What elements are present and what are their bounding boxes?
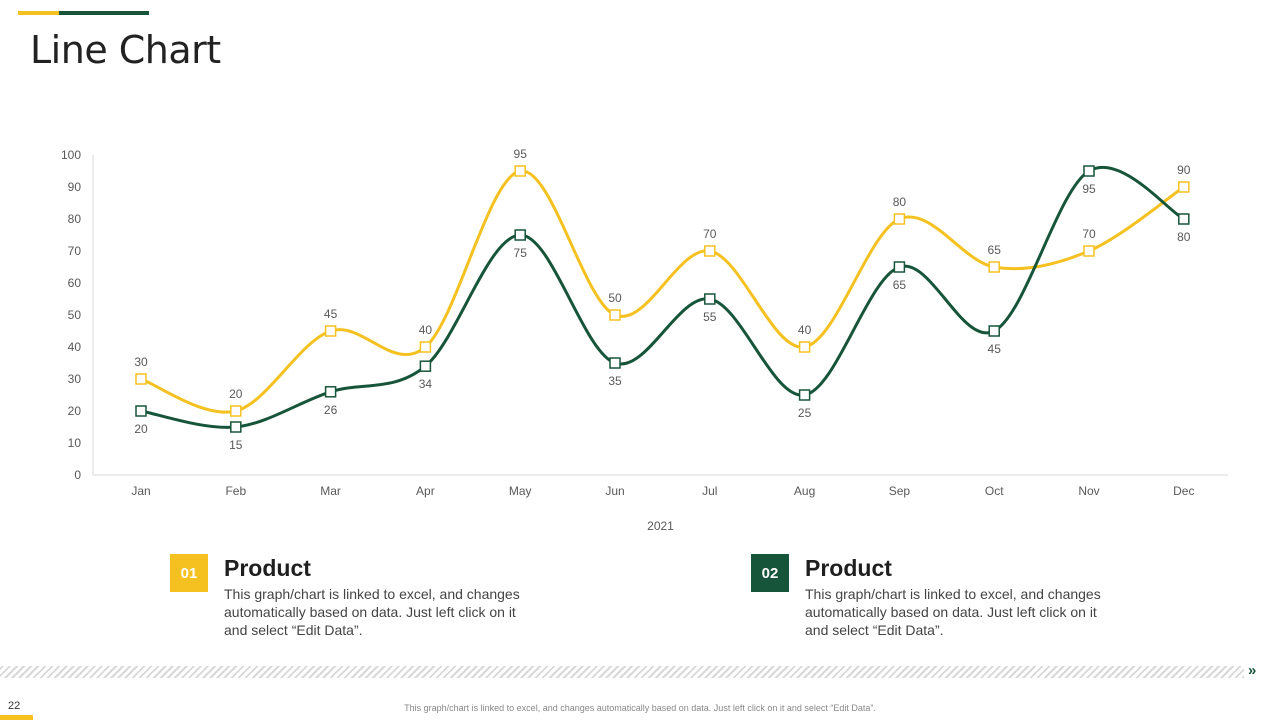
series-2-marker: [135, 405, 147, 417]
accent-bar-yellow: [18, 11, 59, 15]
y-tick-label: 50: [68, 308, 82, 322]
x-tick-label: Mar: [320, 484, 341, 498]
x-tick-label: Jan: [131, 484, 150, 498]
series-1-marker: [514, 165, 526, 177]
page-number-underline: [0, 715, 33, 720]
y-tick-label: 100: [61, 148, 81, 162]
legend-number-02: 02: [751, 554, 789, 592]
hatch-divider: [0, 666, 1244, 678]
legend-title-02: Product: [805, 555, 892, 581]
series-2-data-label: 75: [514, 246, 528, 260]
series-2-data-label: 34: [419, 377, 433, 391]
series-1-data-label: 70: [703, 227, 717, 241]
y-tick-label: 30: [68, 372, 82, 386]
series-1-marker: [893, 213, 906, 225]
series-1-marker: [1083, 245, 1095, 257]
legend-desc-02: This graph/chart is linked to excel, and…: [805, 586, 1101, 638]
series-2-marker: [1178, 213, 1190, 225]
page-number: 22: [8, 700, 21, 712]
series-1-marker: [798, 341, 811, 353]
series-line-2: [139, 166, 1186, 429]
series-1-marker: [135, 373, 147, 385]
x-tick-label: Dec: [1173, 484, 1194, 498]
y-tick-label: 10: [68, 436, 82, 450]
series-2-marker: [704, 293, 716, 305]
series-2-data-label: 25: [798, 406, 812, 420]
y-tick-label: 60: [68, 276, 82, 290]
series-1-data-label: 40: [798, 323, 812, 337]
series-2-data-label: 35: [608, 374, 622, 388]
x-tick-label: Aug: [794, 484, 815, 498]
series-2-data-label: 15: [229, 438, 243, 452]
series-2-data-label: 20: [134, 422, 148, 436]
series-2-data-label: 95: [1082, 182, 1096, 196]
x-axis-title: 2021: [647, 519, 674, 533]
series-2-marker: [609, 357, 621, 369]
x-tick-label: Nov: [1078, 484, 1099, 498]
series-1-marker: [1178, 181, 1190, 193]
series-2-marker: [419, 360, 432, 372]
series-1-marker: [704, 245, 716, 257]
x-tick-label: Feb: [225, 484, 246, 498]
legend-title-01: Product: [224, 555, 311, 581]
y-tick-label: 20: [68, 404, 82, 418]
series-2-data-label: 80: [1177, 230, 1191, 244]
series-1-data-label: 65: [988, 243, 1002, 257]
legend-number-01: 01: [170, 554, 208, 592]
series-1-marker: [609, 309, 621, 321]
double-chevron-right-icon: »: [1248, 662, 1257, 679]
series-1-data-label: 80: [893, 195, 907, 209]
series-2-marker: [798, 389, 811, 401]
x-tick-label: May: [509, 484, 532, 498]
series-1-marker: [230, 405, 242, 417]
series-1-data-label: 40: [419, 323, 433, 337]
footer-note: This graph/chart is linked to excel, and…: [404, 703, 876, 713]
series-2-data-label: 45: [988, 342, 1002, 356]
y-tick-label: 90: [68, 180, 82, 194]
x-tick-label: Sep: [889, 484, 911, 498]
series-1-data-label: 70: [1082, 227, 1096, 241]
series-2-marker: [1083, 165, 1095, 177]
series-2-data-label: 26: [324, 403, 338, 417]
series-1-data-label: 30: [134, 355, 148, 369]
y-tick-label: 70: [68, 244, 82, 258]
series-1-data-label: 20: [229, 387, 243, 401]
series-2-data-label: 55: [703, 310, 717, 324]
x-tick-label: Apr: [416, 484, 435, 498]
series-1-marker: [324, 325, 337, 337]
x-tick-label: Oct: [985, 484, 1004, 498]
line-chart: 0 10 20 30 40 50 60 70 80 90 100 Jan Feb Mar Apr May Jun…: [61, 147, 1228, 533]
series-1-marker: [988, 261, 1000, 273]
series-2-marker: [988, 325, 1000, 337]
y-tick-label: 0: [74, 468, 81, 482]
series-2-marker: [324, 386, 337, 398]
accent-bar-green: [59, 11, 149, 15]
series-2-data-label: 65: [893, 278, 907, 292]
y-tick-label: 80: [68, 212, 82, 226]
series-2-marker: [514, 229, 526, 241]
series-1-data-label: 90: [1177, 163, 1191, 177]
series-1-data-label: 50: [608, 291, 622, 305]
y-tick-label: 40: [68, 340, 82, 354]
series-1-data-label: 95: [514, 147, 528, 161]
x-tick-label: Jul: [702, 484, 717, 498]
page-title: Line Chart: [30, 28, 221, 72]
series-2-marker: [230, 421, 242, 433]
x-tick-label: Jun: [605, 484, 624, 498]
series-line-1: [139, 169, 1186, 414]
series-1-data-label: 45: [324, 307, 338, 321]
series-2-marker: [893, 261, 906, 273]
legend-desc-01: This graph/chart is linked to excel, and…: [224, 586, 520, 638]
series-1-marker: [419, 341, 432, 353]
